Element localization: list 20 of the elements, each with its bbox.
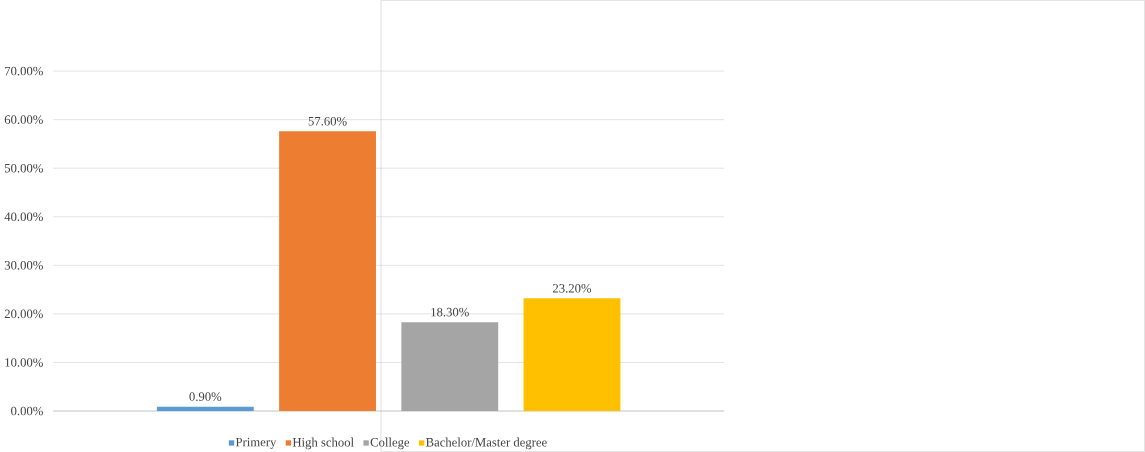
y-tick-label: 10.00% xyxy=(5,358,43,367)
data-label: 23.20% xyxy=(552,284,592,293)
y-tick-label: 60.00% xyxy=(4,115,43,125)
data-label: 18.30% xyxy=(431,307,469,317)
y-tick-label: 30.00% xyxy=(4,261,43,270)
bar xyxy=(156,406,254,412)
legend-label: Primery xyxy=(235,437,277,450)
bar xyxy=(279,131,376,412)
legend-label: Bachelor/Master degree xyxy=(425,437,547,450)
data-label: 57.60% xyxy=(308,117,347,126)
data-label: 0.90% xyxy=(189,392,222,402)
y-tick-label: 70.00% xyxy=(5,66,43,76)
y-tick-label: 20.00% xyxy=(4,309,43,319)
y-tick-label: 40.00% xyxy=(4,212,43,222)
y-tick-label: 0.00% xyxy=(11,406,43,416)
bar xyxy=(523,298,621,412)
y-tick-label: 50.00% xyxy=(4,163,43,173)
bar xyxy=(401,322,499,412)
legend-label: College xyxy=(370,437,410,450)
legend-label: High school xyxy=(292,437,354,450)
